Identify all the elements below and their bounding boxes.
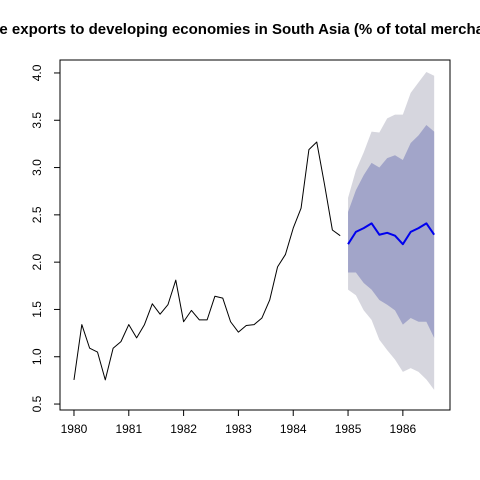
x-tick-label: 1984 xyxy=(280,422,307,436)
y-tick-label: 4.0 xyxy=(30,64,44,81)
y-tick-label: 0.5 xyxy=(30,395,44,412)
x-tick-label: 1986 xyxy=(390,422,417,436)
y-tick-label: 3.0 xyxy=(30,159,44,176)
plot-frame xyxy=(59,59,451,411)
x-tick-label: 1980 xyxy=(61,422,88,436)
x-tick-label: 1985 xyxy=(335,422,362,436)
chart-title: ise exports to developing economies in S… xyxy=(0,21,480,38)
y-tick-label: 2.5 xyxy=(30,206,44,223)
y-tick-label: 3.5 xyxy=(30,112,44,129)
x-tick-label: 1982 xyxy=(170,422,197,436)
series-line xyxy=(73,141,341,381)
forecast-band xyxy=(348,124,435,338)
y-tick-label: 1.5 xyxy=(30,301,44,318)
x-tick-label: 1981 xyxy=(115,422,142,436)
y-tick-label: 2.0 xyxy=(30,253,44,270)
x-tick-label: 1983 xyxy=(225,422,252,436)
series-line xyxy=(347,222,435,246)
y-tick-label: 1.0 xyxy=(30,348,44,365)
